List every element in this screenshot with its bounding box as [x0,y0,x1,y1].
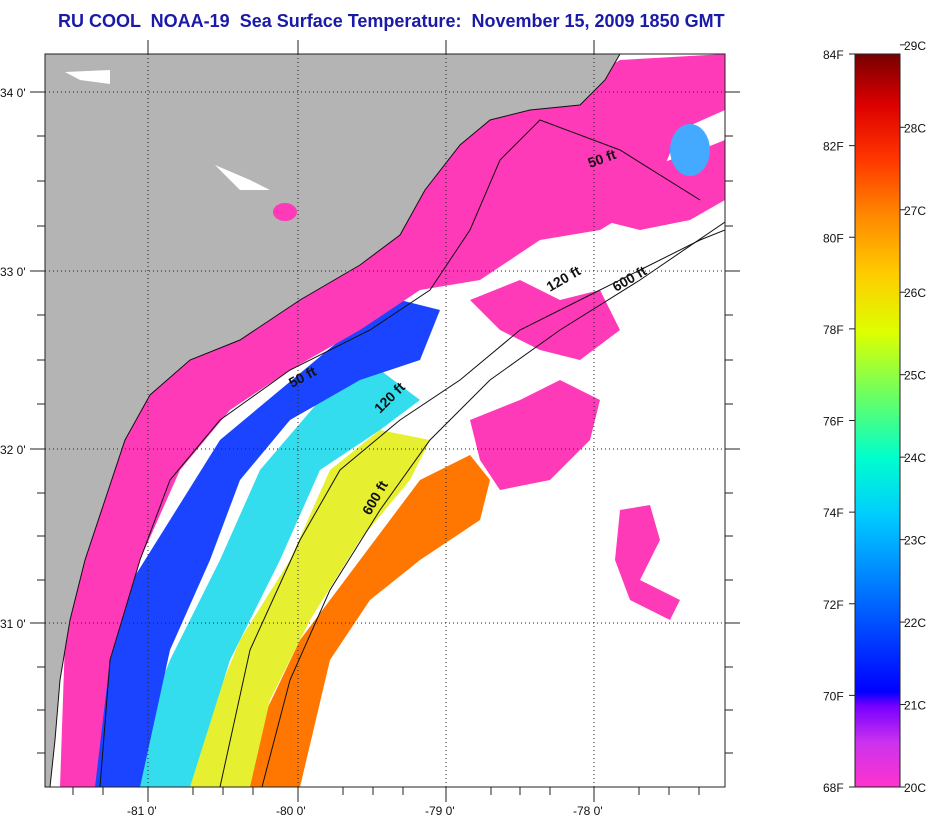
colorbar-c-label: 26C [904,286,926,300]
colorbar-c-label: 25C [904,369,926,383]
lake-feature [215,165,270,190]
colorbar-f-label: 70F [823,689,844,703]
land-mass [45,54,620,787]
colorbar-f-label: 74F [823,506,844,520]
cool-eddy [670,124,710,176]
offshore-cool-patch [470,380,600,490]
coastal-water-region [60,54,725,787]
lake-feature [65,70,110,84]
colorbar-celsius-labels: 29C 28C 27C 26C 25C 24C 23C 22C 21C 20C [904,39,926,795]
lat-label: 32 0' [0,443,26,457]
contour-600ft [261,221,725,787]
colorbar-c-label: 23C [904,534,926,548]
mid-water-region [180,430,430,787]
lon-label: -78 0' [573,804,603,817]
contour-50ft [99,119,701,787]
map-frame [44,53,726,788]
colorbar-c-label: 27C [904,204,926,218]
colorbar-c-label: 20C [904,781,926,795]
coastline [49,54,621,787]
colorbar-f-label: 82F [823,140,844,154]
colorbar-ticks [849,44,906,788]
colorbar-c-label: 21C [904,699,926,713]
offshore-cool-patch [470,280,620,360]
colorbar-f-label: 72F [823,598,844,612]
warm-water-region [230,455,490,787]
lat-label: 31 0' [0,617,26,631]
cold-water-region [90,300,440,787]
colorbar-c-label: 28C [904,121,926,135]
colorbar-f-label: 80F [823,231,844,245]
offshore-cool-patch [615,505,680,620]
colorbar-f-label: 76F [823,415,844,429]
lake-feature [273,203,297,221]
lon-label: -81 0' [127,804,157,817]
colorbar-c-label: 22C [904,616,926,630]
axis-ticks [30,40,740,802]
colorbar-f-label: 68F [823,781,844,795]
lat-label: 34 0' [0,86,26,100]
colorbar-fahrenheit-labels: 84F 82F 80F 78F 76F 74F 72F 70F 68F [823,48,844,795]
colorbar-f-label: 84F [823,48,844,62]
cool-water-region [120,370,420,787]
colorbar-c-label: 29C [904,39,926,53]
lat-label: 33 0' [0,265,26,279]
contour-120ft [219,229,725,787]
lon-label: -79 0' [425,804,455,817]
lon-label: -80 0' [276,804,306,817]
graticule [45,54,725,787]
colorbar-f-label: 78F [823,323,844,337]
map-title: RU COOL NOAA-19 Sea Surface Temperature:… [58,11,725,31]
colorbar [854,53,901,788]
colorbar-c-label: 24C [904,451,926,465]
